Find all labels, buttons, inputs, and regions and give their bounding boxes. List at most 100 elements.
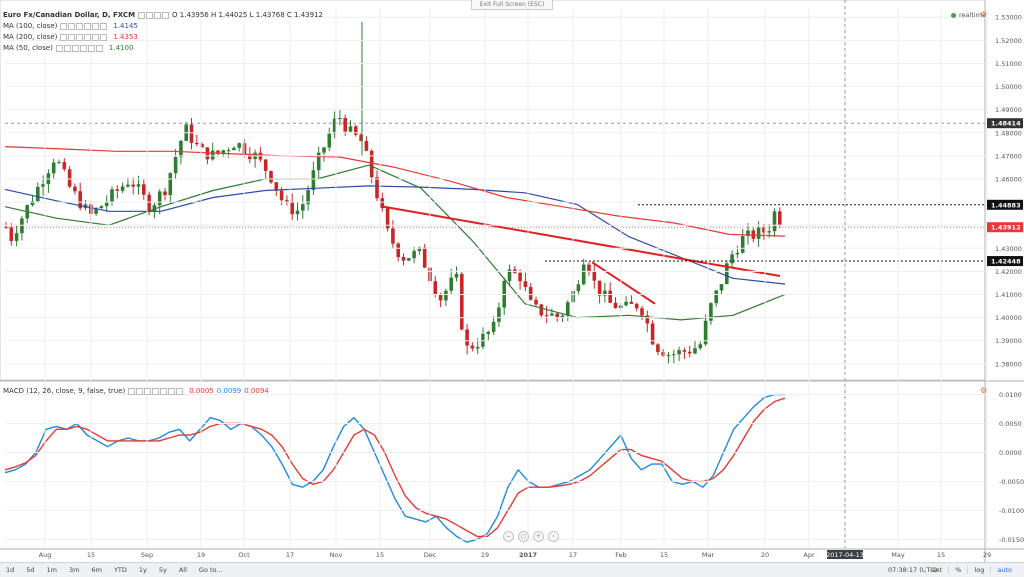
candle-body: [67, 169, 72, 187]
exit-full-screen-button[interactable]: Exit Full Screen (ESC): [471, 0, 553, 10]
legend-controls[interactable]: [60, 23, 108, 30]
candle-body: [698, 344, 703, 349]
range-5d[interactable]: 5d: [26, 566, 35, 574]
candle-body: [613, 302, 618, 309]
candle-body: [422, 247, 427, 268]
trendline: [591, 261, 656, 305]
chart-canvas[interactable]: 1.53000 1.52000 1.51000 1.50000 1.49000 1.480…: [0, 0, 1024, 562]
candle: [73, 183, 77, 195]
time-tick-label: 19: [481, 551, 489, 559]
ext-toggle[interactable]: ext: [924, 566, 948, 574]
candle: [438, 292, 443, 308]
price-label-box: [987, 118, 1023, 129]
candle-body: [762, 227, 766, 233]
realtime-label: realtime: [959, 11, 987, 19]
candle: [513, 265, 517, 274]
log-toggle[interactable]: log: [967, 566, 990, 574]
candle-body: [285, 200, 289, 202]
plus-icon[interactable]: +: [533, 531, 544, 542]
date-marker-box: [827, 550, 863, 559]
candle-body: [714, 290, 718, 304]
candle: [120, 182, 125, 194]
pane-controls: − ○ + ›: [503, 531, 559, 542]
time-tick-label: Oct: [238, 551, 250, 559]
candle-body: [555, 313, 559, 318]
range-1d[interactable]: 1d: [6, 566, 15, 574]
macd-settings-gear-icon[interactable]: ⚙: [980, 386, 988, 395]
time-tick-label: 15: [376, 551, 384, 559]
auto-toggle[interactable]: auto: [990, 566, 1018, 574]
range-ytd[interactable]: YTD: [113, 566, 127, 574]
candle: [327, 127, 332, 152]
goto-button[interactable]: Go to...: [198, 566, 223, 574]
scroll-right-icon[interactable]: ›: [548, 531, 559, 542]
candle: [672, 349, 676, 364]
candle-body: [237, 143, 241, 148]
candle-body: [682, 350, 687, 352]
candle-body: [778, 211, 782, 225]
candle: [470, 342, 475, 352]
candle: [682, 347, 687, 359]
candle-body: [306, 190, 310, 205]
candle: [703, 314, 708, 347]
candle: [173, 148, 178, 179]
candle-body: [9, 227, 14, 241]
candle-body: [417, 247, 422, 252]
time-tick-label: 15: [87, 551, 95, 559]
range-5y[interactable]: 5y: [158, 566, 167, 574]
candle: [608, 282, 612, 304]
candle: [157, 189, 162, 215]
legend-controls[interactable]: [55, 45, 103, 52]
candle-body: [332, 118, 337, 134]
clock: 07:38:17 (UTC): [888, 566, 938, 574]
candle-body: [640, 308, 644, 316]
candle-body: [645, 315, 650, 324]
reset-icon[interactable]: ○: [518, 531, 529, 542]
candle: [507, 264, 512, 286]
candle: [285, 195, 289, 206]
macd-tick-label: 0.0050: [999, 420, 1022, 428]
price-tick-label: 1.46000: [995, 175, 1022, 183]
candle-body: [311, 170, 316, 191]
time-tick-label: Mar: [702, 551, 715, 559]
price-label-text: 1.42448: [991, 258, 1021, 266]
settings-gear-icon[interactable]: ⚙: [980, 10, 988, 19]
minus-icon[interactable]: −: [503, 531, 514, 542]
candle-body: [608, 290, 612, 303]
candle-body: [396, 243, 400, 258]
candle-body: [94, 208, 98, 214]
candle: [99, 205, 104, 209]
symbol-title: Euro Fx/Canadian Dollar, D, FXCM: [3, 11, 136, 19]
candle-body: [274, 182, 279, 191]
range-3m[interactable]: 3m: [69, 566, 80, 574]
candle-body: [221, 150, 226, 154]
legend-controls[interactable]: [128, 388, 184, 395]
candle-body: [30, 201, 35, 206]
legend-controls[interactable]: [138, 12, 170, 19]
candle: [677, 346, 681, 362]
legend-controls[interactable]: [60, 34, 108, 41]
macd-tick-label: 0.0100: [999, 391, 1022, 399]
percent-toggle[interactable]: %: [948, 566, 967, 574]
candle-body: [62, 162, 67, 170]
candle: [714, 289, 718, 307]
candle-body: [391, 228, 395, 244]
range-1y[interactable]: 1y: [138, 566, 147, 574]
candle: [539, 303, 544, 319]
candle-body: [465, 329, 469, 346]
candle-body: [157, 191, 162, 206]
candle-body: [295, 210, 300, 215]
candle: [385, 206, 390, 232]
range-1m[interactable]: 1m: [46, 566, 57, 574]
candle: [486, 330, 491, 341]
time-tick-label: Sep: [141, 551, 153, 559]
range-all[interactable]: All: [178, 566, 187, 574]
price-label-box: [987, 199, 1023, 210]
range-6m[interactable]: 6m: [91, 566, 102, 574]
candle: [634, 302, 639, 312]
candle: [550, 308, 554, 317]
ma-line: [4, 146, 786, 237]
candle-body: [131, 184, 135, 187]
candle: [332, 111, 337, 139]
candle-body: [216, 150, 220, 154]
